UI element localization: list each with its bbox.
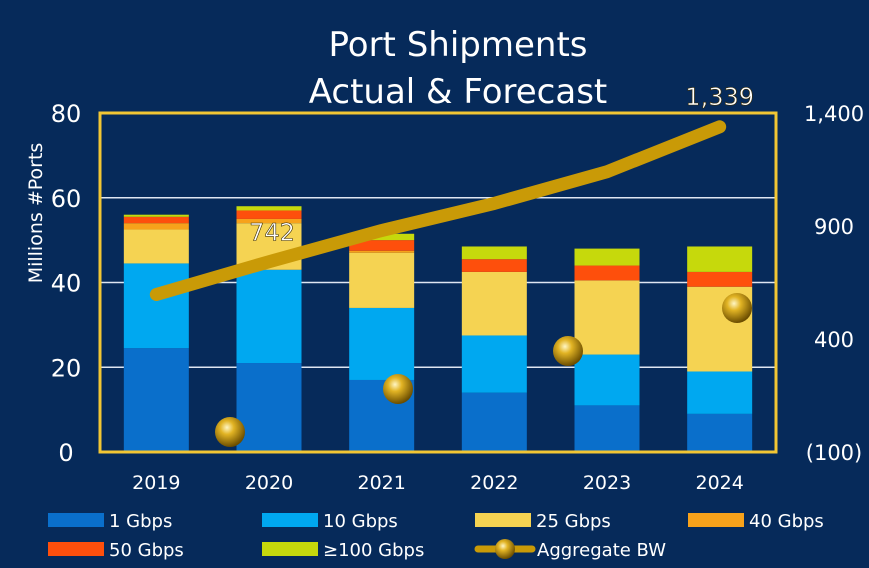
- legend-swatch: [262, 542, 318, 556]
- legend-label: 50 Gbps: [109, 540, 184, 561]
- y-tick-label: 80: [51, 100, 82, 128]
- bar-segment: [574, 405, 640, 452]
- legend-swatch: [48, 542, 104, 556]
- bar-segment: [123, 223, 189, 230]
- data-label: 1,339: [685, 83, 754, 111]
- y-tick-label: 60: [51, 185, 82, 213]
- x-tick-label: 2019: [132, 472, 180, 494]
- bar-segment: [574, 265, 640, 281]
- aggregate-bw-line: [149, 120, 727, 301]
- bar-segment: [349, 307, 415, 380]
- bar-segment: [123, 216, 189, 224]
- aggregate-bw-polyline: [149, 120, 727, 301]
- plot-frame: [98, 111, 778, 454]
- data-label: 742: [249, 219, 295, 247]
- y2-tick-label: 1,400: [804, 102, 864, 126]
- x-tick-label: 2023: [583, 472, 631, 494]
- y-axis-ticks: 0 20 40 60 80: [51, 100, 82, 467]
- x-tick-label: 2024: [695, 472, 743, 494]
- bar-segment: [574, 280, 640, 355]
- y2-tick-label: 400: [814, 328, 854, 352]
- bar-segment: [687, 413, 753, 452]
- gold-markers: [215, 293, 752, 447]
- gold-ball-marker: [722, 293, 752, 323]
- legend-label: 1 Gbps: [109, 511, 172, 532]
- legend-swatch: [262, 513, 318, 527]
- bar-segment: [123, 348, 189, 452]
- bar-segment: [236, 206, 302, 211]
- chart-title-line2: Actual & Forecast: [309, 72, 608, 112]
- bar-segment: [461, 335, 527, 393]
- bar-segment: [123, 263, 189, 349]
- bar-segment: [236, 218, 302, 224]
- legend-gold-ball: [495, 539, 515, 559]
- bar-segment: [461, 246, 527, 260]
- legend-swatch: [475, 513, 531, 527]
- x-tick-label: 2021: [357, 472, 405, 494]
- legend-label: ≥100 Gbps: [323, 540, 424, 561]
- bar-segment: [349, 250, 415, 253]
- gold-ball-marker: [383, 374, 413, 404]
- bar-segment: [574, 354, 640, 406]
- legend-swatch: [688, 513, 744, 527]
- bars: [123, 206, 753, 452]
- gold-ball-marker: [553, 336, 583, 366]
- bar-segment: [687, 246, 753, 272]
- legend-label: 10 Gbps: [323, 511, 398, 532]
- bar-segment: [236, 269, 302, 364]
- bar-segment: [574, 248, 640, 266]
- bar-segment: [236, 210, 302, 219]
- y-tick-label: 20: [51, 354, 82, 382]
- bar-segment: [236, 363, 302, 452]
- bar-segment: [461, 259, 527, 272]
- bar-segment: [461, 392, 527, 452]
- legend-swatch: [48, 513, 104, 527]
- data-labels: 742 1,339: [249, 82, 755, 247]
- legend-label: Aggregate BW: [537, 540, 666, 561]
- y-axis-title: Millions #Ports: [25, 143, 47, 284]
- bar-segment: [461, 271, 527, 336]
- bar-segment: [349, 252, 415, 308]
- y-tick-label: 0: [58, 439, 73, 467]
- bar-segment: [349, 240, 415, 251]
- x-tick-label: 2022: [470, 472, 518, 494]
- x-tick-label: 2020: [245, 472, 293, 494]
- gold-ball-marker: [215, 417, 245, 447]
- x-axis-ticks: 2019 2020 2021 2022 2023 2024: [132, 472, 744, 494]
- y-tick-label: 40: [51, 270, 82, 298]
- y2-axis-ticks: (100) 400 900 1,400: [804, 102, 864, 465]
- bar-segment: [123, 229, 189, 264]
- bar-segment: [123, 214, 189, 217]
- gridlines: [100, 197, 776, 453]
- legend: 1 Gbps 10 Gbps 25 Gbps 40 Gbps 50 Gbps ≥100 G…: [48, 511, 824, 561]
- y2-tick-label: 900: [814, 215, 854, 239]
- bar-segment: [687, 371, 753, 414]
- y2-tick-label: (100): [806, 441, 862, 465]
- legend-label: 40 Gbps: [749, 511, 824, 532]
- legend-label: 25 Gbps: [536, 511, 611, 532]
- chart-title-line1: Port Shipments: [328, 25, 587, 65]
- bar-segment: [687, 271, 753, 287]
